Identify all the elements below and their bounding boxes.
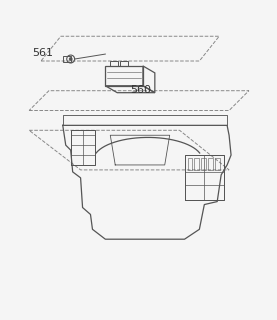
Bar bbox=[188, 158, 193, 170]
Bar bbox=[110, 61, 118, 66]
Bar bbox=[63, 56, 71, 62]
Bar bbox=[208, 158, 213, 170]
Text: 561: 561 bbox=[32, 48, 53, 58]
Circle shape bbox=[69, 58, 72, 60]
Bar bbox=[215, 158, 220, 170]
Bar bbox=[194, 158, 199, 170]
Bar bbox=[120, 61, 128, 66]
Text: 560: 560 bbox=[130, 85, 151, 95]
Bar bbox=[201, 158, 206, 170]
